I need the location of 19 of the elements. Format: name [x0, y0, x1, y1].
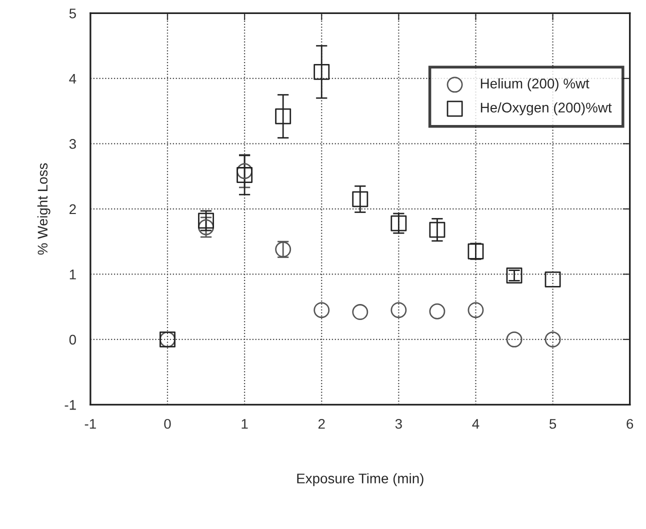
y-axis-title: % Weight Loss [37, 163, 50, 255]
x-axis-title: Exposure Time (min) [297, 473, 424, 486]
y-tick-label: 1 [70, 270, 76, 280]
legend-label: Helium (200) %wt [480, 78, 590, 92]
y-tick-label: 5 [69, 8, 76, 18]
y-tick-label: -1 [64, 400, 76, 410]
x-tick-label: 0 [164, 418, 171, 429]
x-tick-label: -1 [84, 419, 96, 429]
y-tick-label: 0 [69, 334, 76, 345]
y-tick-label: 2 [70, 204, 76, 214]
y-tick-label: 4 [69, 74, 76, 84]
x-tick-label: 6 [626, 418, 634, 429]
legend-label: He/Oxygen (200)%wt [480, 102, 612, 116]
x-tick-label: 1 [242, 419, 248, 429]
x-tick-label: 5 [549, 419, 556, 429]
x-tick-label: 2 [318, 418, 325, 429]
y-tick-label: 3 [69, 139, 76, 149]
x-tick-label: 4 [472, 419, 480, 429]
x-tick-label: 3 [395, 418, 402, 429]
